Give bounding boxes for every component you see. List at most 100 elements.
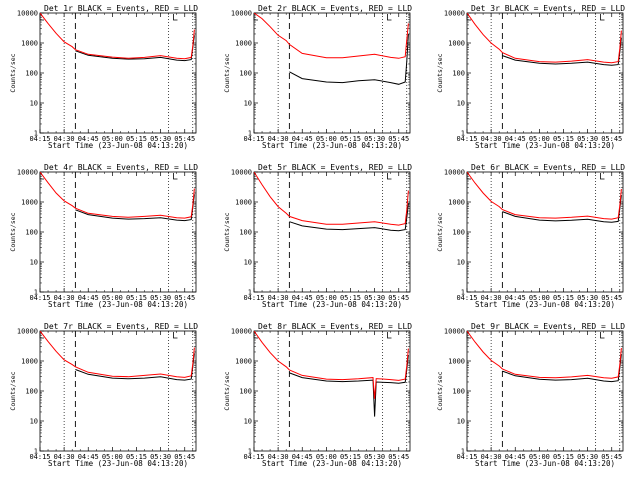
plot-frame — [466, 330, 624, 452]
x-tick-label: 05:15 — [126, 135, 147, 143]
y-axis-label: Counts/sec — [223, 212, 231, 251]
y-tick-label: 100 — [239, 70, 252, 78]
x-tick-label: 04:15 — [29, 453, 50, 461]
y-tick-label: 1000 — [235, 358, 252, 366]
x-tick-label: 05:45 — [388, 294, 409, 302]
x-axis-label: Start Time (23-Jun-08 04:13:20) — [475, 300, 615, 309]
y-tick-label: 10 — [30, 100, 38, 108]
x-axis-label: Start Time (23-Jun-08 04:13:20) — [48, 141, 188, 150]
events-series-line — [75, 35, 195, 62]
events-series-line — [289, 33, 409, 85]
panel-det-4: Det 4r BLACK = Events, RED = LLD 1 10 100 10… — [9, 163, 198, 309]
plot-frame — [466, 171, 624, 293]
y-tick-label: 10 — [30, 418, 38, 426]
panel-title: Det 6r BLACK = Events, RED = LLD — [471, 163, 625, 172]
x-tick-label: 05:30 — [577, 135, 598, 143]
lld-series-line — [254, 172, 409, 226]
x-tick-label: 04:45 — [78, 135, 99, 143]
y-axis-label: Counts/sec — [436, 371, 444, 410]
x-axis-label: Start Time (23-Jun-08 04:13:20) — [262, 459, 402, 468]
panel-det-5: Det 5r BLACK = Events, RED = LLD 1 10 100 10… — [223, 163, 412, 309]
x-tick-label: 05:00 — [316, 453, 337, 461]
x-axis-label: Start Time (23-Jun-08 04:13:20) — [475, 141, 615, 150]
x-tick-label: 05:30 — [577, 453, 598, 461]
panel-title: Det 3r BLACK = Events, RED = LLD — [471, 4, 625, 13]
y-tick-label: 1 — [248, 448, 252, 456]
x-tick-label: 05:45 — [174, 453, 195, 461]
x-tick-label: 05:00 — [102, 453, 123, 461]
x-axis-label: Start Time (23-Jun-08 04:13:20) — [475, 459, 615, 468]
y-tick-label: 10 — [457, 259, 465, 267]
y-tick-label: 1 — [34, 289, 38, 297]
x-tick-label: 05:00 — [529, 453, 550, 461]
y-tick-label: 10000 — [17, 328, 38, 336]
lld-series-line — [40, 172, 195, 219]
y-tick-label: 10 — [30, 259, 38, 267]
y-axis-label: Counts/sec — [9, 371, 17, 410]
plot-frame — [253, 171, 411, 293]
lld-series-line — [467, 172, 622, 220]
y-axis-label: Counts/sec — [9, 53, 17, 92]
lld-series-line — [254, 13, 409, 59]
x-axis-label: Start Time (23-Jun-08 04:13:20) — [48, 300, 188, 309]
y-tick-label: 1000 — [21, 40, 38, 48]
plot-frame — [253, 12, 411, 134]
y-tick-label: 1000 — [448, 358, 465, 366]
y-tick-label: 1 — [34, 448, 38, 456]
x-tick-label: 04:45 — [292, 294, 313, 302]
y-tick-label: 10000 — [231, 10, 252, 18]
x-tick-label: 04:15 — [29, 294, 50, 302]
y-tick-label: 100 — [25, 229, 38, 237]
y-tick-label: 1 — [34, 130, 38, 138]
x-tick-label: 05:00 — [102, 294, 123, 302]
y-tick-label: 1 — [248, 289, 252, 297]
y-tick-label: 100 — [25, 388, 38, 396]
x-tick-label: 04:45 — [505, 294, 526, 302]
x-tick-label: 05:30 — [150, 135, 171, 143]
y-tick-label: 100 — [239, 388, 252, 396]
x-tick-label: 05:45 — [388, 453, 409, 461]
x-tick-label: 04:30 — [481, 135, 502, 143]
panel-det-9: Det 9r BLACK = Events, RED = LLD 1 10 100 10… — [436, 322, 625, 468]
events-series-line — [289, 354, 409, 417]
corner-mark-2 — [387, 14, 392, 21]
plot-frame — [253, 330, 411, 452]
y-tick-label: 10 — [244, 418, 252, 426]
y-axis-label: Counts/sec — [223, 371, 231, 410]
y-tick-label: 1000 — [21, 358, 38, 366]
x-tick-label: 05:15 — [126, 294, 147, 302]
plot-frame — [39, 12, 197, 134]
x-tick-label: 04:30 — [268, 453, 289, 461]
x-tick-label: 05:15 — [340, 294, 361, 302]
x-tick-label: 05:30 — [364, 135, 385, 143]
x-tick-label: 05:15 — [553, 453, 574, 461]
x-tick-label: 05:00 — [316, 135, 337, 143]
events-series-line — [502, 37, 622, 66]
x-tick-label: 04:30 — [268, 294, 289, 302]
x-tick-label: 04:45 — [505, 453, 526, 461]
x-tick-label: 04:45 — [505, 135, 526, 143]
y-tick-label: 100 — [239, 229, 252, 237]
y-tick-label: 10000 — [444, 328, 465, 336]
y-tick-label: 1000 — [21, 199, 38, 207]
y-tick-label: 1 — [461, 289, 465, 297]
y-tick-label: 1000 — [235, 40, 252, 48]
panel-title: Det 1r BLACK = Events, RED = LLD — [44, 4, 198, 13]
y-tick-label: 100 — [452, 229, 465, 237]
x-tick-label: 04:45 — [78, 453, 99, 461]
x-tick-label: 05:15 — [340, 135, 361, 143]
x-axis-label: Start Time (23-Jun-08 04:13:20) — [262, 300, 402, 309]
y-tick-label: 100 — [452, 388, 465, 396]
x-tick-label: 04:45 — [78, 294, 99, 302]
lld-series-line — [467, 13, 622, 64]
x-tick-label: 04:45 — [292, 453, 313, 461]
y-tick-label: 100 — [452, 70, 465, 78]
x-tick-label: 04:15 — [243, 453, 264, 461]
corner-mark-2 — [387, 173, 392, 180]
corner-mark-2 — [600, 173, 605, 180]
corner-mark-2 — [387, 332, 392, 339]
x-tick-label: 04:15 — [456, 294, 477, 302]
x-tick-label: 04:30 — [54, 453, 75, 461]
y-tick-label: 1000 — [448, 40, 465, 48]
lld-series-line — [254, 331, 409, 399]
